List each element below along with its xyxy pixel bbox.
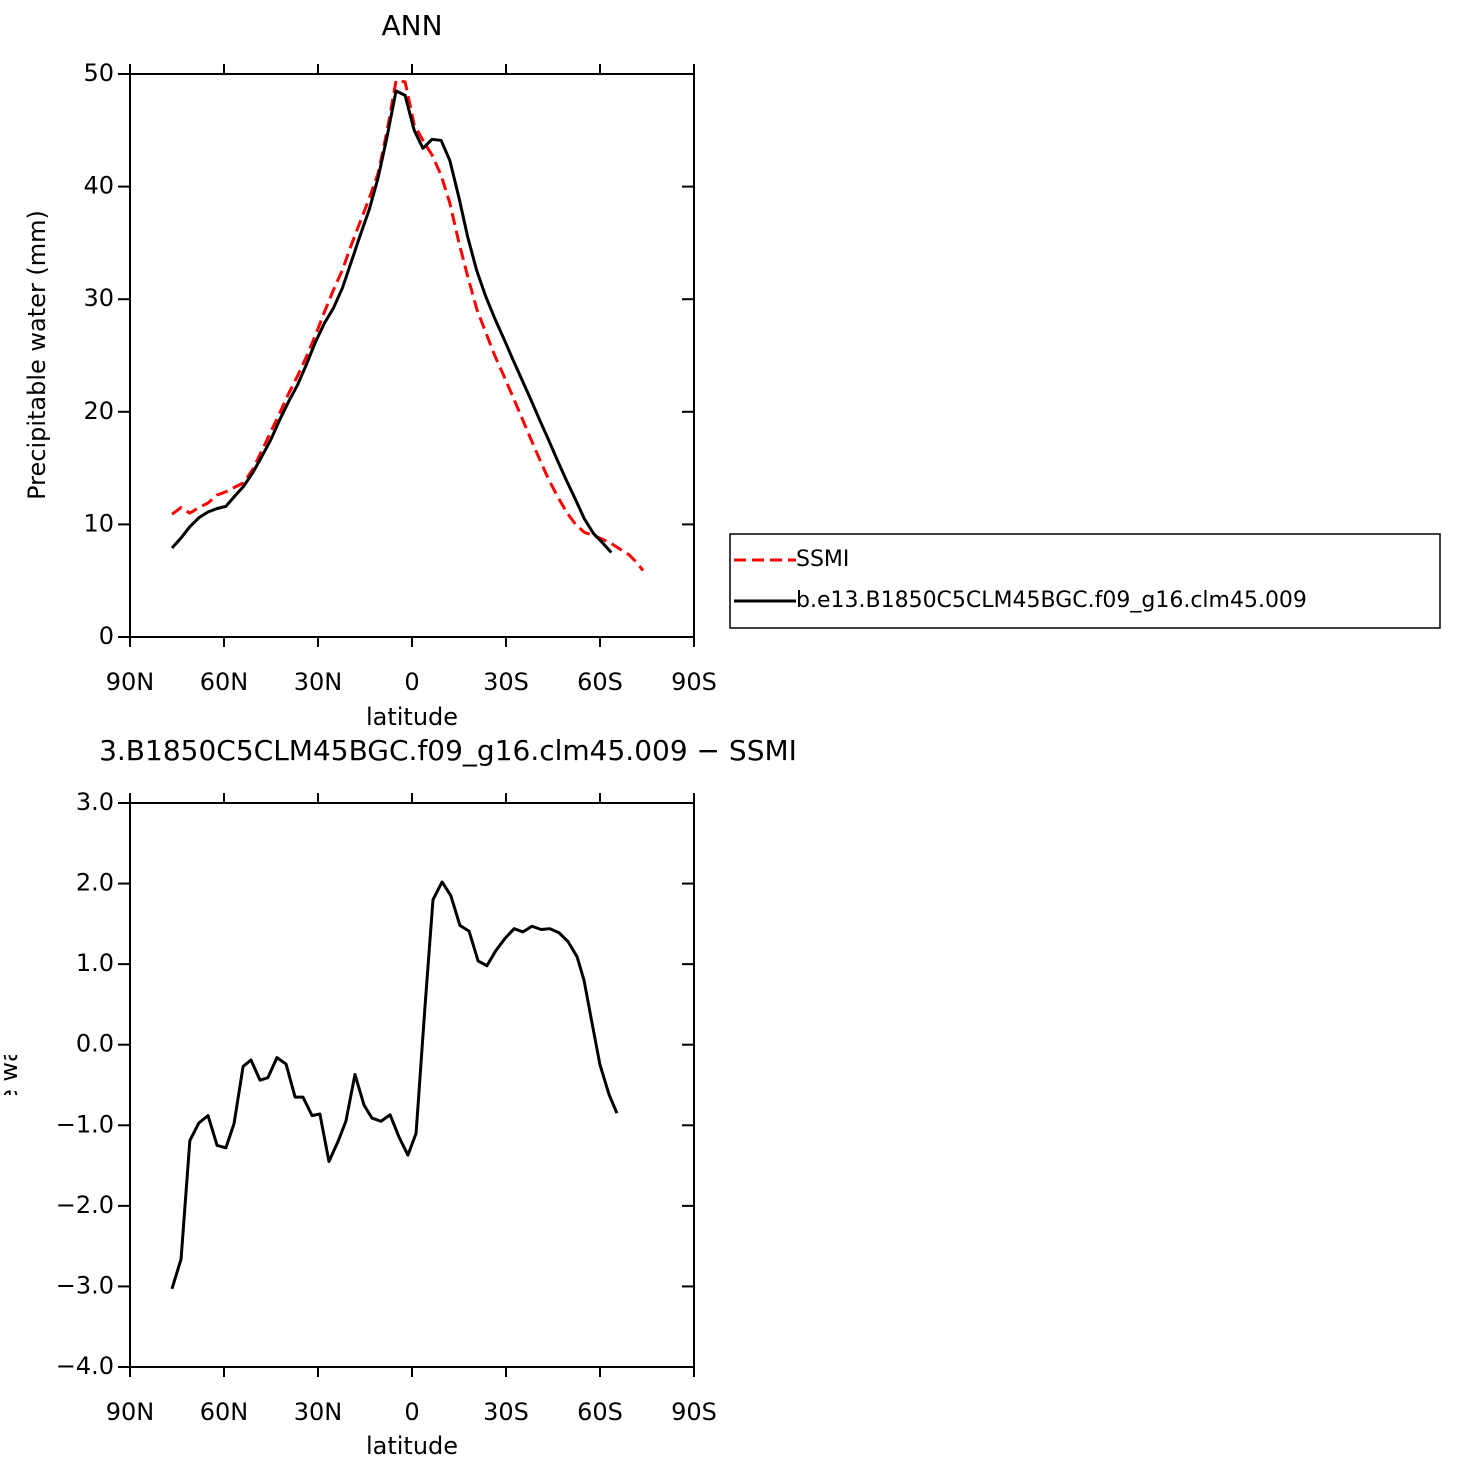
y-tick-label: −4.0 <box>56 1352 114 1380</box>
x-tick-label: 90N <box>106 668 155 696</box>
y-tick-label: 30 <box>83 284 114 312</box>
y-axis-label: Precipitable water (mm) <box>0 940 23 1230</box>
y-tick-label: 0.0 <box>76 1030 114 1058</box>
data-line <box>171 79 645 572</box>
x-tick-label: 60N <box>200 668 249 696</box>
y-tick-label: 20 <box>83 397 114 425</box>
x-tick-label: 90S <box>671 668 717 696</box>
y-tick-label: 3.0 <box>76 788 114 816</box>
x-tick-label: 90S <box>671 1398 717 1426</box>
x-tick-label: 0 <box>404 668 419 696</box>
y-tick-label: −2.0 <box>56 1191 114 1219</box>
y-tick-label: 10 <box>83 509 114 537</box>
y-tick-label: 2.0 <box>76 869 114 897</box>
x-tick-label: 60S <box>577 1398 623 1426</box>
legend-box <box>729 533 1441 629</box>
data-line <box>170 89 613 554</box>
legend-label: SSMI <box>796 547 849 572</box>
data-line <box>170 880 619 1290</box>
chart-title: 3.B1850C5CLM45BGC.f09_g16.clm45.009 − SS… <box>99 734 797 767</box>
x-tick-label: 0 <box>404 1398 419 1426</box>
legend-label: b.e13.B1850C5CLM45BGC.f09_g16.clm45.009 <box>796 588 1307 613</box>
y-tick-label: 1.0 <box>76 949 114 977</box>
plot-frame <box>129 73 695 638</box>
x-tick-label: 30N <box>294 668 343 696</box>
x-tick-label: 60N <box>200 1398 249 1426</box>
y-tick-label: 40 <box>83 172 114 200</box>
x-tick-label: 30S <box>483 1398 529 1426</box>
y-axis-label: Precipitable water (mm) <box>23 210 51 500</box>
x-axis-label: latitude <box>366 1432 458 1460</box>
x-tick-label: 30S <box>483 668 529 696</box>
x-tick-label: 60S <box>577 668 623 696</box>
x-tick-label: 30N <box>294 1398 343 1426</box>
y-tick-label: −3.0 <box>56 1271 114 1299</box>
y-tick-label: −1.0 <box>56 1110 114 1138</box>
y-tick-label: 0 <box>99 622 114 650</box>
x-axis-label: latitude <box>366 703 458 731</box>
chart-title: ANN <box>381 9 442 42</box>
plot-frame <box>129 802 695 1368</box>
x-tick-label: 90N <box>106 1398 155 1426</box>
y-tick-label: 50 <box>83 59 114 87</box>
